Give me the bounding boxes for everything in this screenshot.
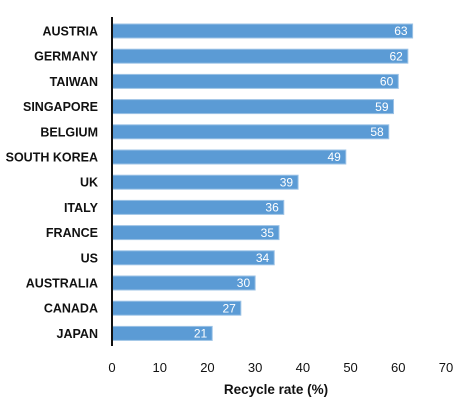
category-label: BELGIUM — [40, 125, 98, 139]
category-label: ITALY — [64, 201, 99, 215]
bar — [111, 250, 275, 266]
x-tick-label: 60 — [391, 360, 405, 375]
x-tick-label: 20 — [200, 360, 214, 375]
x-tick-label: 0 — [108, 360, 115, 375]
data-label: 39 — [280, 175, 294, 189]
bar — [111, 149, 347, 165]
labels-layer: AUSTRIA 63 GERMANY 62 TAIWAN 60 SINGAPORE 59 BEL… — [6, 24, 408, 341]
category-label: FRANCE — [46, 226, 98, 240]
category-label: JAPAN — [57, 327, 98, 341]
category-label: TAIWAN — [50, 75, 98, 89]
category-label: SOUTH KOREA — [6, 151, 98, 165]
bar — [111, 275, 256, 291]
bars-layer — [111, 23, 414, 341]
data-label: 63 — [394, 24, 408, 38]
bar — [111, 99, 395, 115]
bar — [111, 73, 399, 89]
data-label: 62 — [389, 49, 403, 63]
x-tick-label: 10 — [152, 360, 166, 375]
category-label: SINGAPORE — [23, 100, 98, 114]
data-label: 21 — [194, 327, 208, 341]
x-tick-label: 50 — [343, 360, 357, 375]
bar — [111, 23, 414, 39]
category-label: CANADA — [44, 302, 98, 316]
data-label: 30 — [237, 276, 251, 290]
category-label: AUSTRALIA — [26, 277, 98, 291]
x-tick-label: 40 — [296, 360, 310, 375]
data-label: 59 — [375, 100, 389, 114]
x-tick-label: 70 — [439, 360, 453, 375]
data-label: 60 — [380, 75, 394, 89]
category-label: US — [81, 251, 98, 265]
bar — [111, 48, 409, 64]
data-label: 58 — [370, 125, 384, 139]
category-label: GERMANY — [34, 50, 99, 64]
bar — [111, 199, 285, 215]
x-axis-title: Recycle rate (%) — [224, 382, 328, 397]
x-tick-label: 30 — [248, 360, 262, 375]
bar — [111, 174, 299, 190]
bar — [111, 225, 280, 241]
category-label: AUSTRIA — [42, 25, 98, 39]
x-axis-ticks: 0 10 20 30 40 50 60 70 — [108, 360, 453, 375]
bar — [111, 124, 390, 140]
data-label: 35 — [261, 226, 275, 240]
data-label: 36 — [265, 201, 279, 215]
data-label: 27 — [222, 301, 236, 315]
category-label: UK — [80, 176, 98, 190]
data-label: 34 — [256, 251, 270, 265]
data-label: 49 — [327, 150, 341, 164]
